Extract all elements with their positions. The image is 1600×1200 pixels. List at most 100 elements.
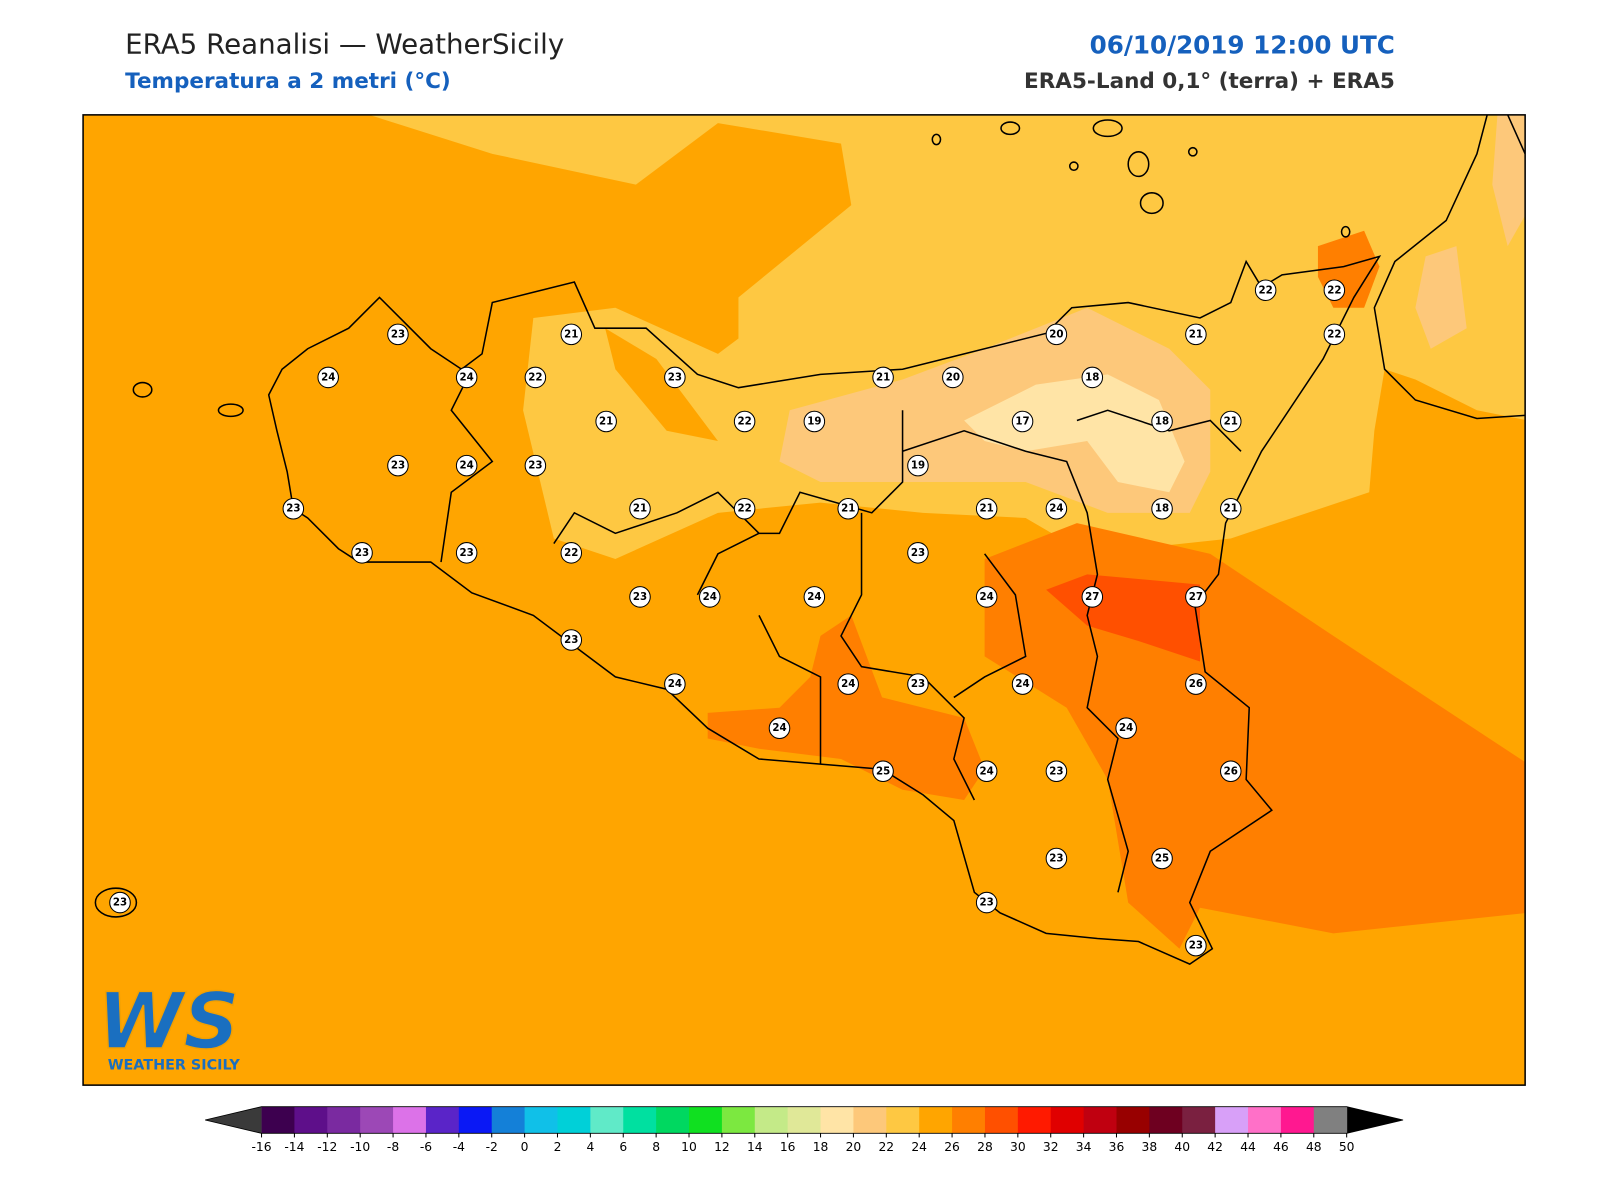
station-value: 23	[668, 371, 682, 383]
station: 25	[872, 760, 894, 783]
station-value: 24	[668, 678, 682, 690]
colorbar-under	[205, 1106, 262, 1134]
station-value: 27	[1189, 591, 1203, 603]
station: 24	[803, 586, 826, 608]
station-value: 22	[1327, 284, 1341, 296]
station-value: 23	[911, 547, 925, 559]
station-value: 23	[1049, 852, 1063, 864]
colorbar-tick-label: 0	[521, 1140, 529, 1154]
station-marker	[664, 673, 686, 695]
station-marker	[524, 366, 547, 389]
station-value: 27	[1085, 591, 1099, 603]
station-marker	[1045, 760, 1068, 783]
station-value: 22	[737, 416, 751, 428]
colorbar-swatch	[1116, 1106, 1150, 1134]
station: 24	[1045, 497, 1068, 520]
station-marker	[1323, 323, 1346, 346]
station-marker	[872, 366, 894, 389]
colorbar-tick-label: 38	[1142, 1140, 1158, 1154]
island	[1127, 151, 1150, 178]
field	[707, 615, 985, 800]
station: 22	[733, 497, 756, 520]
station: 24	[837, 673, 859, 695]
colorbar-tick-label: 8	[652, 1140, 660, 1154]
colorbar-tick-label: -2	[486, 1140, 498, 1154]
station-value: 24	[1119, 722, 1133, 734]
station-marker	[907, 542, 929, 564]
station-value: 24	[321, 371, 335, 383]
station-value: 23	[286, 503, 300, 515]
station: 24	[698, 586, 721, 608]
station-value: 25	[876, 765, 890, 777]
colorbar-swatch	[294, 1106, 328, 1134]
station: 21	[975, 497, 998, 520]
station-marker	[1220, 497, 1242, 520]
colorbar-tick-label: 14	[747, 1140, 763, 1154]
station: 21	[595, 410, 617, 433]
station-value: 25	[1155, 852, 1169, 864]
colorbar-swatch	[458, 1106, 493, 1134]
colorbar-tick-label: 50	[1339, 1140, 1355, 1154]
station-marker	[560, 323, 583, 346]
station-marker	[1045, 847, 1068, 870]
station: 23	[387, 323, 409, 346]
station-value: 22	[737, 503, 751, 515]
colorbar-tick-label: 16	[780, 1140, 796, 1154]
station-marker	[1011, 673, 1034, 695]
station: 24	[664, 673, 686, 695]
station-marker	[907, 454, 929, 477]
station: 17	[1011, 410, 1034, 433]
station-marker	[803, 586, 826, 608]
station-value: 24	[1015, 678, 1029, 690]
station-marker	[1185, 586, 1207, 608]
island	[1340, 225, 1351, 238]
station: 19	[907, 454, 929, 477]
station-marker	[629, 497, 651, 520]
station-value: 19	[807, 416, 821, 428]
station: 20	[1045, 323, 1068, 346]
colorbar-tick-label: 18	[813, 1140, 829, 1154]
island	[1000, 121, 1021, 136]
station-marker	[455, 542, 478, 564]
station-marker	[907, 673, 929, 695]
station-marker	[387, 454, 409, 477]
colorbar-tick-label: 40	[1174, 1140, 1190, 1154]
station: 23	[524, 454, 547, 477]
field	[1415, 114, 1526, 349]
station: 22	[1323, 323, 1346, 346]
station-value: 24	[703, 591, 717, 603]
station-marker	[595, 410, 617, 433]
colorbar-swatch	[524, 1106, 558, 1134]
station: 23	[351, 542, 373, 564]
colorbar-swatch	[787, 1106, 822, 1134]
station-value: 22	[1327, 328, 1341, 340]
field	[369, 114, 1526, 559]
station-value: 23	[911, 678, 925, 690]
station: 23	[455, 542, 478, 564]
station-marker	[524, 454, 547, 477]
colorbar-tick-label: 34	[1076, 1140, 1092, 1154]
island	[1187, 146, 1198, 157]
colorbar-tick-label: 20	[846, 1140, 862, 1154]
station-marker	[975, 586, 998, 608]
station-value: 23	[460, 547, 474, 559]
frame	[82, 114, 1526, 1086]
island	[931, 133, 942, 146]
logo: WS WEATHER SICILY	[97, 976, 241, 1073]
station-value: 23	[355, 547, 369, 559]
colorbar-tick-label: -14	[284, 1140, 304, 1154]
field	[964, 374, 1185, 493]
station: 23	[629, 586, 651, 608]
colorbar-swatch	[1182, 1106, 1216, 1134]
station: 22	[733, 410, 756, 433]
colorbar-swatch	[557, 1106, 591, 1134]
station-marker	[975, 760, 998, 783]
station: 27	[1081, 586, 1104, 608]
station-value: 21	[1224, 416, 1238, 428]
station-marker	[1151, 410, 1173, 433]
island	[1068, 161, 1079, 172]
colorbar-tick-label: 48	[1306, 1140, 1322, 1154]
station: 24	[768, 717, 791, 739]
station-marker	[1220, 410, 1242, 433]
station-marker	[975, 497, 998, 520]
